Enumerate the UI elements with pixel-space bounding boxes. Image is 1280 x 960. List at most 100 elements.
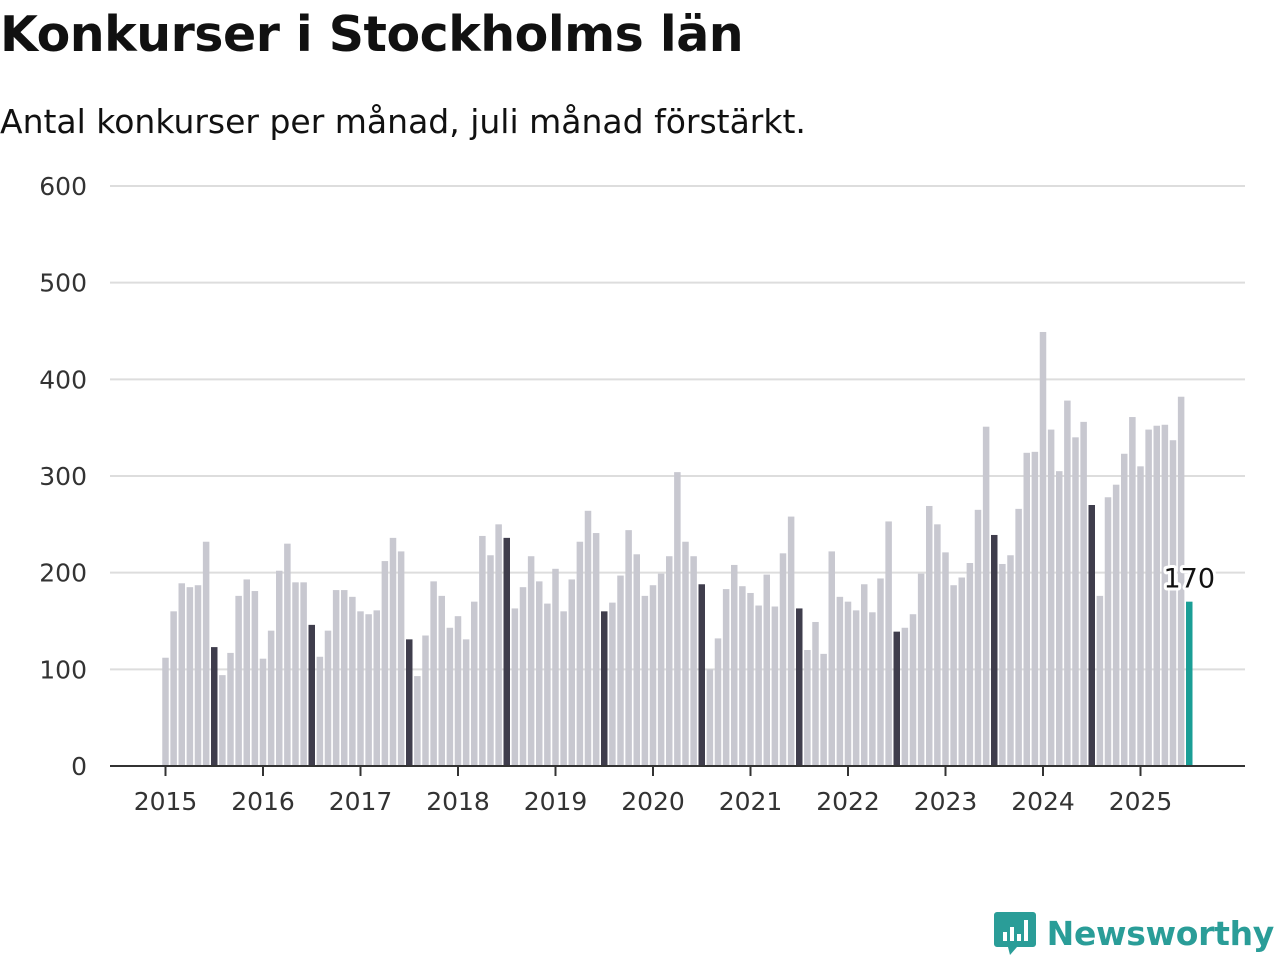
bar (227, 652, 234, 766)
bar (917, 573, 925, 766)
bar (1121, 453, 1128, 766)
bar (300, 582, 307, 766)
bar (869, 612, 876, 766)
bar (381, 561, 389, 766)
bar (747, 592, 754, 766)
bar (812, 621, 819, 766)
bar (649, 585, 657, 766)
bar (251, 591, 259, 766)
y-tick-label: 200 (39, 559, 87, 588)
x-tick-label: 2025 (1109, 787, 1173, 816)
bar (357, 611, 364, 766)
bar (1161, 424, 1169, 766)
bar (1088, 505, 1095, 766)
bar (389, 537, 397, 766)
bar (1104, 497, 1112, 766)
y-tick-label: 600 (39, 172, 87, 201)
bar (219, 675, 226, 766)
bar (235, 595, 242, 766)
bar (1153, 425, 1160, 766)
bar (446, 627, 454, 766)
bar (592, 533, 600, 766)
bar (243, 579, 250, 766)
bar (739, 586, 746, 766)
x-tick-label: 2016 (231, 787, 295, 816)
x-tick-label: 2021 (719, 787, 783, 816)
bar (316, 656, 324, 766)
bar (796, 608, 803, 766)
bar (828, 551, 835, 766)
bar (934, 524, 941, 766)
bar (722, 589, 730, 766)
bar (1064, 400, 1071, 766)
bar (698, 584, 705, 766)
bar (1031, 451, 1039, 766)
bar (1112, 484, 1120, 766)
bar (349, 596, 356, 766)
bar (324, 630, 332, 766)
bar (966, 563, 974, 766)
bar (641, 595, 649, 766)
bar (609, 602, 616, 766)
bar (771, 606, 779, 766)
bar (617, 575, 624, 766)
bar (763, 574, 770, 766)
bar (544, 603, 551, 766)
bar (625, 530, 632, 766)
bar (373, 610, 380, 766)
bar (731, 564, 738, 766)
bar (1096, 595, 1104, 766)
bar (1047, 429, 1055, 766)
bar (365, 614, 372, 766)
bar (397, 551, 405, 766)
bar (820, 653, 827, 766)
bar (536, 581, 543, 766)
bar (755, 605, 762, 766)
bar (901, 627, 909, 766)
x-tick-label: 2020 (621, 787, 685, 816)
bar (568, 579, 575, 766)
bar (406, 639, 413, 766)
bar (714, 638, 722, 766)
bar (787, 516, 795, 766)
chart-title: Konkurser i Stockholms län (0, 6, 744, 63)
bar (162, 657, 169, 766)
bar (779, 553, 787, 766)
bar (861, 584, 868, 766)
bar (284, 543, 291, 766)
x-tick-label: 2022 (816, 787, 880, 816)
bar (1007, 555, 1014, 766)
bar (576, 541, 584, 766)
bar (560, 611, 567, 766)
bar (893, 631, 900, 766)
bar (292, 582, 299, 766)
bar-chart: 0 100 200 300 400 500 600 2015 2016 2017 2018 2019… (39, 172, 1245, 816)
x-axis-ticks: 2015 2016 2017 2018 2019 2020 2021 2022 2023 2024… (134, 766, 1173, 816)
x-tick-label: 2017 (329, 787, 393, 816)
bar (332, 590, 340, 766)
bar (454, 616, 462, 766)
bar (885, 521, 892, 766)
bar (909, 614, 917, 766)
bar (438, 595, 445, 766)
bar (682, 541, 689, 766)
chart-subtitle: Antal konkurser per månad, juli månad fö… (0, 102, 806, 141)
bar (1015, 508, 1022, 766)
bar (414, 676, 421, 766)
bar (202, 541, 210, 766)
bar (974, 509, 982, 766)
bar (942, 552, 949, 766)
bars (162, 331, 1193, 766)
brand-name: Newsworthy (1046, 913, 1275, 953)
bar (1072, 437, 1079, 766)
bar (267, 630, 275, 766)
bar (170, 611, 177, 766)
bar (1169, 440, 1177, 766)
bar (308, 624, 315, 766)
y-tick-label: 400 (39, 365, 87, 394)
x-tick-label: 2018 (426, 787, 490, 816)
bar (519, 587, 527, 766)
bar (194, 585, 202, 766)
bar (503, 537, 510, 766)
bar (666, 556, 673, 766)
